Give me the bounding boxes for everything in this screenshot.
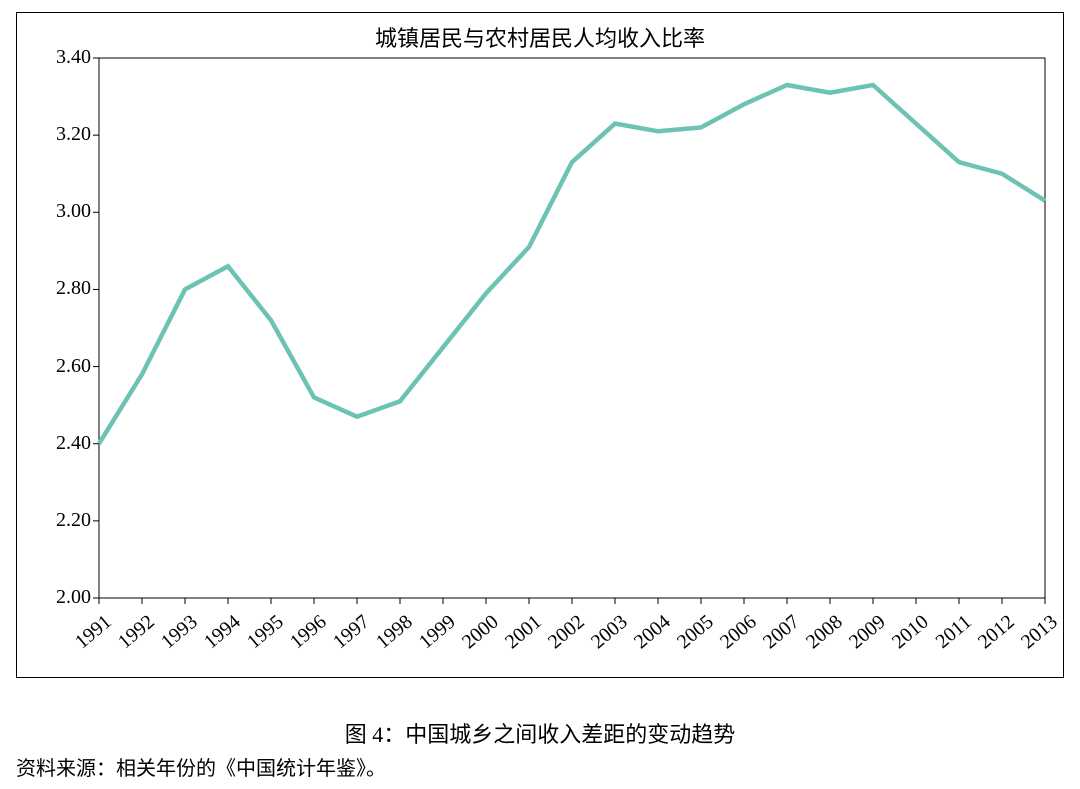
y-tick-label: 3.20 [21, 123, 91, 146]
figure-caption: 图 4：中国城乡之间收入差距的变动趋势 [0, 717, 1080, 749]
plot-area-border [99, 58, 1045, 598]
data-line-series [99, 85, 1045, 444]
y-tick-label: 3.00 [21, 200, 91, 223]
chart-plot-svg [0, 0, 1080, 789]
y-tick-label: 3.40 [21, 46, 91, 69]
page-root: 城镇居民与农村居民人均收入比率 2.002.202.402.602.803.00… [0, 0, 1080, 789]
y-tick-label: 2.80 [21, 277, 91, 300]
y-tick-label: 2.20 [21, 509, 91, 532]
y-tick-label: 2.60 [21, 355, 91, 378]
y-tick-label: 2.40 [21, 432, 91, 455]
y-tick-label: 2.00 [21, 586, 91, 609]
data-source-note: 资料来源：相关年份的《中国统计年鉴》。 [16, 752, 386, 781]
